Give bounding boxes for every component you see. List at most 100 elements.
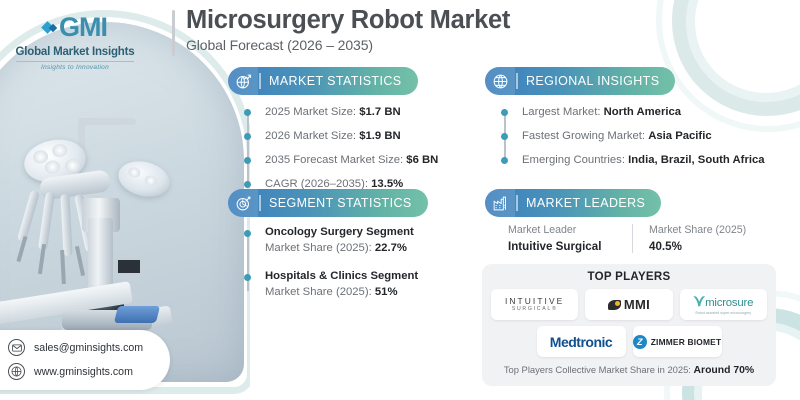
item-label: CAGR (2026–2035): <box>265 178 368 191</box>
top-players-row-2: Medtronic ZIMMER BIOMET <box>491 326 767 357</box>
logo-divider <box>16 61 134 62</box>
item-value: Asia Pacific <box>648 130 712 143</box>
bullet-dot-icon <box>244 230 252 237</box>
bullet-dot-icon <box>244 157 252 165</box>
bullet-dot-icon <box>501 109 509 116</box>
badge-label: REGIONAL INSIGHTS <box>526 74 660 88</box>
page-title: Microsurgery Robot Market <box>186 6 511 34</box>
logo-initials: GMI <box>59 12 108 42</box>
player-logo-microsure[interactable]: ⋎microsure Robot assisted super microsur… <box>679 289 767 320</box>
segment-share: Market Share (2025): 51% <box>265 286 458 298</box>
list-item: CAGR (2026–2035): 13.5% <box>243 177 458 191</box>
market-leader-value: Intuitive Surgical <box>508 240 602 253</box>
logo-tagline: Insights to Innovation <box>40 64 110 71</box>
bullet-dot-icon <box>501 157 509 165</box>
decorative-ring-top-right-inner <box>686 0 800 102</box>
market-share-column: Market Share (2025) 40.5% <box>632 224 750 253</box>
page-subtitle: Global Forecast (2026 – 2035) <box>186 37 373 54</box>
bullet-dot-icon <box>244 274 252 281</box>
badge-separator <box>259 195 261 211</box>
contact-website: www.gminsights.com <box>34 365 133 378</box>
page-title-block: Microsurgery Robot Market Global Forecas… <box>186 6 510 53</box>
envelope-icon <box>8 339 25 356</box>
share-label: Market Share (2025): <box>265 286 372 298</box>
factory-building-icon <box>485 189 515 217</box>
globe-chart-icon <box>228 67 258 95</box>
list-item: Hospitals & Clinics Segment Market Share… <box>243 270 458 298</box>
bullet-dot-icon <box>244 181 252 189</box>
share-label: Market Share (2025): <box>265 242 372 254</box>
globe-icon <box>8 363 25 380</box>
hero-image-panel <box>0 0 250 400</box>
player-name-line1: INTUITIVE <box>504 295 565 306</box>
item-label: 2026 Market Size: <box>265 130 357 143</box>
player-name-line2: SURGICAL® <box>511 306 558 313</box>
bullet-dot-icon <box>244 109 252 116</box>
pie-target-icon <box>228 189 258 217</box>
footnote-label: Top Players Collective Market Share in 2… <box>503 364 691 375</box>
logo-company-name: Global Market Insights <box>15 46 135 58</box>
badge-separator <box>516 195 518 211</box>
badge-regional-insights: REGIONAL INSIGHTS <box>485 67 676 95</box>
item-label: Largest Market: <box>522 106 601 118</box>
badge-label: SEGMENT STATISTICS <box>269 196 412 210</box>
list-item: Fastest Growing Market: Asia Pacific <box>500 129 790 143</box>
player-name-line1: ZIMMER BIOMET <box>650 336 722 347</box>
item-value: 13.5% <box>371 178 404 191</box>
market-leaders-table: Market Leader Intuitive Surgical Market … <box>508 224 750 253</box>
list-item: 2025 Market Size: $1.7 BN <box>243 105 458 119</box>
item-value: India, Brazil, South Africa <box>628 154 765 167</box>
share-value: 51% <box>374 286 398 298</box>
contact-email-row[interactable]: sales@gminsights.com <box>8 339 160 356</box>
player-name-line1: microsure <box>705 296 754 309</box>
market-share-value: 40.5% <box>649 240 682 253</box>
company-logo[interactable]: GMI Global Market Insights Insights to I… <box>10 14 140 72</box>
segment-statistics-list: Oncology Surgery Segment Market Share (2… <box>243 226 458 298</box>
player-logo-medtronic[interactable]: Medtronic <box>536 326 626 357</box>
player-logo-intuitive-surgical[interactable]: INTUITIVE SURGICAL® <box>491 289 579 320</box>
item-value: $6 BN <box>406 154 439 167</box>
bullet-dot-icon <box>244 133 252 141</box>
player-logo-zimmer-biomet[interactable]: ZIMMER BIOMET <box>632 326 722 357</box>
item-value: $1.9 BN <box>359 130 401 143</box>
player-name-line1: MMI <box>623 297 651 312</box>
segment-name: Hospitals & Clinics Segment <box>265 270 419 282</box>
player-name-line2: Robot assisted super microsurgery <box>695 310 752 315</box>
mmi-swoosh-icon <box>607 299 621 310</box>
list-item: 2035 Forecast Market Size: $6 BN <box>243 153 458 167</box>
player-name-line1: Medtronic <box>549 333 613 350</box>
top-players-row-1: INTUITIVE SURGICAL® MMI ⋎microsure Robot… <box>491 289 767 320</box>
share-value: 22.7% <box>374 242 407 254</box>
decorative-ring-top-right <box>672 0 800 116</box>
market-share-label: Market Share (2025) <box>649 224 747 236</box>
list-item: Largest Market: North America <box>500 105 790 119</box>
badge-separator <box>516 73 518 89</box>
microsure-mark-icon: ⋎ <box>693 292 706 310</box>
globe-icon <box>485 67 515 95</box>
gmi-logo-mark: GMI <box>10 14 140 41</box>
contact-website-row[interactable]: www.gminsights.com <box>8 363 160 380</box>
market-statistics-list: 2025 Market Size: $1.7 BN 2026 Market Si… <box>243 105 458 191</box>
top-players-card: TOP PLAYERS INTUITIVE SURGICAL® MMI ⋎mic… <box>482 264 776 386</box>
segment-name: Oncology Surgery Segment <box>265 226 414 238</box>
market-leader-column: Market Leader Intuitive Surgical <box>508 224 626 253</box>
player-logo-mmi[interactable]: MMI <box>585 289 673 320</box>
list-item: Oncology Surgery Segment Market Share (2… <box>243 226 458 254</box>
item-label: Emerging Countries: <box>522 154 625 167</box>
segment-share: Market Share (2025): 22.7% <box>265 242 458 254</box>
badge-market-statistics: MARKET STATISTICS <box>228 67 418 95</box>
footnote-value: Around 70% <box>693 365 755 376</box>
badge-label: MARKET LEADERS <box>526 196 646 210</box>
regional-insights-list: Largest Market: North America Fastest Gr… <box>500 105 790 167</box>
item-label: Fastest Growing Market: <box>522 130 646 143</box>
top-players-footnote: Top Players Collective Market Share in 2… <box>491 364 767 376</box>
item-label: 2025 Market Size: <box>265 106 357 118</box>
zimmer-z-icon <box>632 334 647 349</box>
top-players-title: TOP PLAYERS <box>587 271 671 283</box>
bullet-dot-icon <box>501 133 509 141</box>
badge-segment-statistics: SEGMENT STATISTICS <box>228 189 428 217</box>
list-item: Emerging Countries: India, Brazil, South… <box>500 153 790 167</box>
item-value: $1.7 BN <box>359 106 401 118</box>
contact-panel: sales@gminsights.com www.gminsights.com <box>0 330 170 390</box>
